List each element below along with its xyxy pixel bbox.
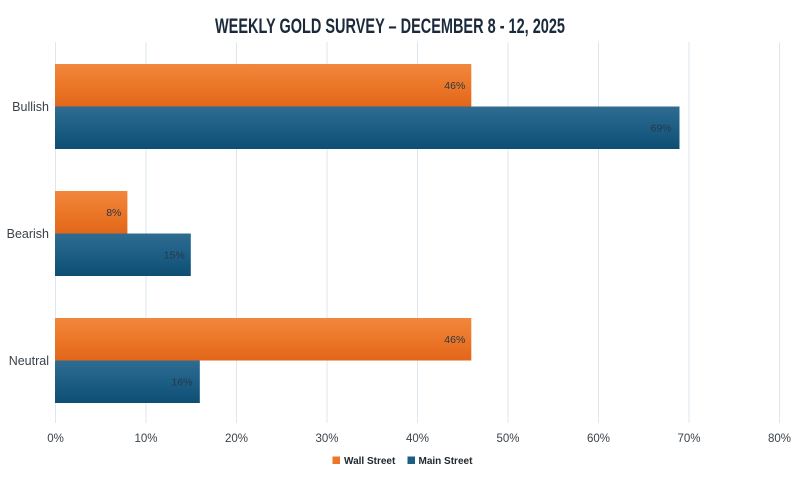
svg-text:69%: 69% <box>650 123 671 135</box>
svg-text:Wall Street: Wall Street <box>344 456 396 467</box>
svg-text:0%: 0% <box>47 433 64 445</box>
svg-text:46%: 46% <box>444 80 465 92</box>
svg-text:46%: 46% <box>444 334 465 346</box>
svg-text:30%: 30% <box>315 433 338 445</box>
svg-text:Bullish: Bullish <box>12 100 49 114</box>
svg-text:Bearish: Bearish <box>7 227 49 241</box>
svg-text:50%: 50% <box>496 433 519 445</box>
svg-text:80%: 80% <box>768 433 791 445</box>
svg-text:40%: 40% <box>406 433 429 445</box>
svg-text:70%: 70% <box>677 433 700 445</box>
svg-text:8%: 8% <box>106 207 121 219</box>
svg-text:Neutral: Neutral <box>9 354 49 368</box>
svg-text:16%: 16% <box>171 377 192 389</box>
svg-text:15%: 15% <box>164 250 185 262</box>
svg-text:20%: 20% <box>225 433 248 445</box>
svg-text:Main Street: Main Street <box>419 456 474 467</box>
svg-text:10%: 10% <box>134 433 157 445</box>
svg-text:WEEKLY GOLD SURVEY – DECEMBER: WEEKLY GOLD SURVEY – DECEMBER 8 - 12, 20… <box>215 15 565 38</box>
svg-text:60%: 60% <box>587 433 610 445</box>
